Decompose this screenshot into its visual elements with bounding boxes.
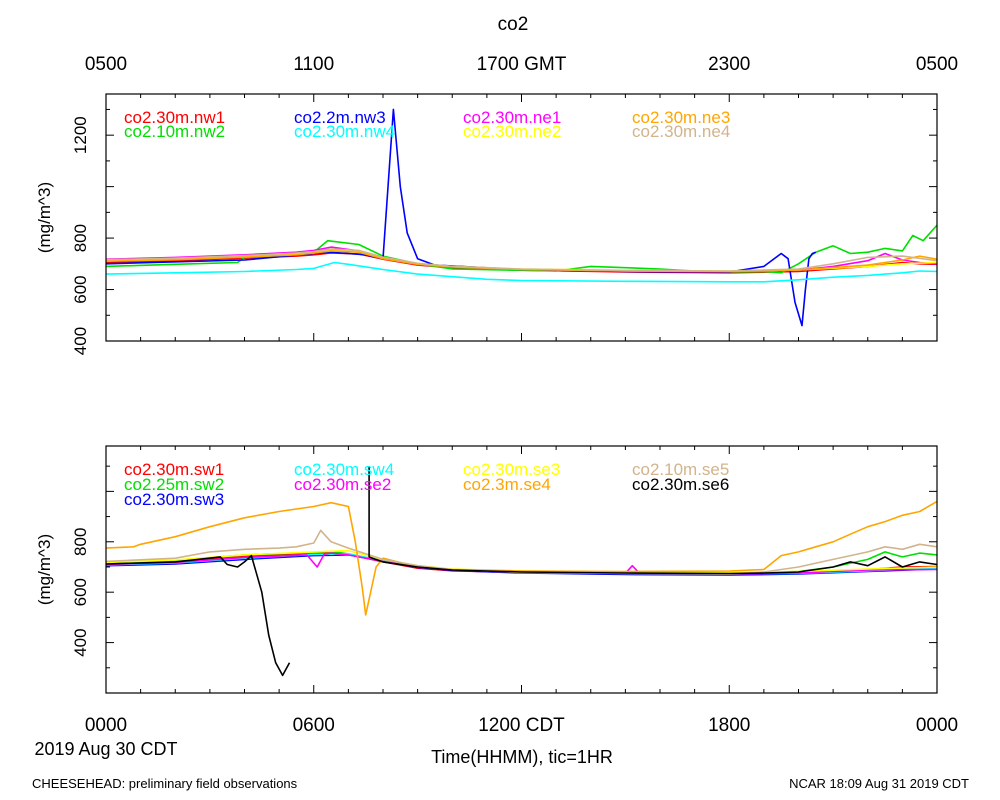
plot-frame (105, 445, 938, 694)
top-gmt-axis: 0500 1100 1700 GMT 2300 0500 (85, 54, 958, 75)
y-axis-label: (mg/m^3) (35, 534, 54, 605)
plot-frame (105, 93, 938, 342)
series-line-co2-2m-nw3 (106, 108, 817, 327)
series-line-co2-30m-nw4 (106, 261, 937, 283)
footer-right: NCAR 18:09 Aug 31 2019 CDT (789, 776, 969, 791)
series-line-co2-10m-se5 (106, 529, 937, 575)
y-tick-label: 600 (71, 578, 90, 606)
legend-entry: co2.30m.ne1 (463, 108, 561, 127)
top-axis-tick-label: 1100 (293, 54, 334, 75)
y-tick-label: 800 (71, 528, 90, 556)
x-axis-label: Time(HHMM), tic=1HR (431, 747, 613, 767)
legend-entry: co2.30m.se6 (632, 475, 729, 494)
legend-entry: co2.25m.sw2 (124, 475, 224, 494)
date-label: 2019 Aug 30 CDT (34, 739, 177, 759)
x-tick-label: 1200 CDT (478, 715, 565, 736)
legend-entry: co2.30m.sw1 (124, 460, 224, 479)
series-line-co2-30m-se6 (106, 466, 937, 677)
top-axis-tick-label: 0500 (85, 54, 127, 75)
x-tick-label: 0600 (293, 715, 335, 736)
top-axis-tick-label: 2300 (708, 54, 750, 75)
legend-entry: co2.30m.ne2 (463, 122, 561, 141)
x-tick-label: 0000 (916, 715, 958, 736)
legend-entry: co2.10m.se5 (632, 460, 729, 479)
legend-entry: co2.30m.se3 (463, 460, 560, 479)
series-line-co2-10m-nw2 (106, 224, 937, 274)
y-tick-label: 800 (71, 224, 90, 252)
legend-entry: co2.2m.nw3 (294, 108, 386, 127)
x-tick-label: 0000 (85, 715, 127, 736)
top-axis-tick-label: 1700 GMT (477, 54, 567, 75)
top-axis-tick-label: 0500 (916, 54, 958, 75)
y-axis-label: (mg/m^3) (35, 182, 54, 253)
legend-entry: co2.30m.ne3 (632, 108, 730, 127)
footer-left: CHEESEHEAD: preliminary field observatio… (32, 776, 298, 791)
y-tick-label: 400 (71, 327, 90, 355)
top-panel: 400 600 800 1200 (mg/m^3) co2.30m.nw1co2.10m.… (35, 93, 938, 355)
legend-entry: co2.10m.nw2 (124, 122, 225, 141)
legend-entry: co2.30m.ne4 (632, 122, 730, 141)
y-tick-label: 600 (71, 275, 90, 303)
chart-title: co2 (498, 14, 529, 35)
legend-entry: co2.3m.se4 (463, 475, 551, 494)
x-tick-label: 1800 (708, 715, 750, 736)
bottom-panel: 400600800(mg/m^3)co2.30m.sw1co2.25m.sw2c… (35, 445, 958, 736)
y-tick-label: 1200 (71, 116, 90, 154)
legend-entry: co2.30m.sw4 (294, 460, 394, 479)
y-tick-label: 400 (71, 628, 90, 656)
legend-entry: co2.30m.nw1 (124, 108, 225, 127)
legend-entry: co2.30m.sw3 (124, 490, 224, 509)
legend-entry: co2.30m.se2 (294, 475, 391, 494)
legend-entry: co2.30m.nw4 (294, 122, 395, 141)
series-line-co2-30m-ne4 (106, 248, 937, 272)
